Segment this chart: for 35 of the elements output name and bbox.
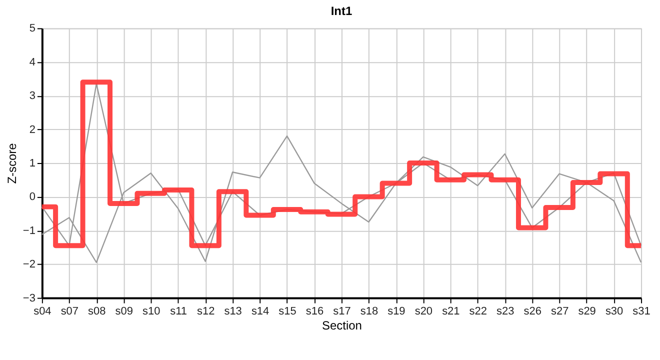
x-tick-label: s20: [414, 305, 433, 318]
x-tick-label: s19: [388, 305, 406, 318]
x-tick-label: s11: [170, 305, 188, 318]
x-tick-label: s23: [496, 305, 514, 318]
y-tick-label: 1: [29, 158, 36, 170]
y-tick-label: −2: [22, 258, 36, 271]
y-tick-label: 3: [29, 90, 36, 102]
x-tick-label: s30: [605, 305, 624, 318]
x-tick-label: s22: [469, 305, 487, 318]
x-tick-label: s16: [306, 305, 324, 318]
y-tick-label: 4: [29, 56, 36, 68]
y-tick-label: 2: [29, 124, 36, 136]
x-tick-label: s14: [251, 305, 270, 318]
x-tick-label: s08: [88, 305, 106, 318]
x-tick-label: s07: [60, 305, 79, 318]
x-tick-label: s13: [224, 305, 242, 318]
x-tick-label: s04: [34, 305, 52, 318]
x-tick-label: s18: [360, 305, 378, 318]
x-axis-title: Section: [322, 318, 362, 332]
x-tick-label: s27: [550, 305, 569, 318]
x-tick-label: s21: [442, 305, 460, 318]
x-tick-label: s26: [524, 305, 542, 318]
y-tick-label: 0: [29, 191, 36, 204]
x-tick-label: s10: [142, 305, 160, 318]
y-tick-label: −3: [22, 292, 36, 304]
y-tick-label: 5: [29, 22, 36, 35]
x-tick-label: s31: [632, 305, 650, 318]
y-tick-label: −1: [22, 224, 36, 237]
x-tick-label: s15: [278, 305, 296, 318]
x-tick-label: s09: [115, 305, 133, 318]
x-tick-label: s12: [196, 305, 215, 318]
y-axis-title: Z-score: [4, 142, 19, 184]
chart-title: Int1: [330, 4, 352, 18]
x-tick-label: s29: [578, 305, 596, 318]
x-tick-label: s17: [333, 305, 351, 318]
